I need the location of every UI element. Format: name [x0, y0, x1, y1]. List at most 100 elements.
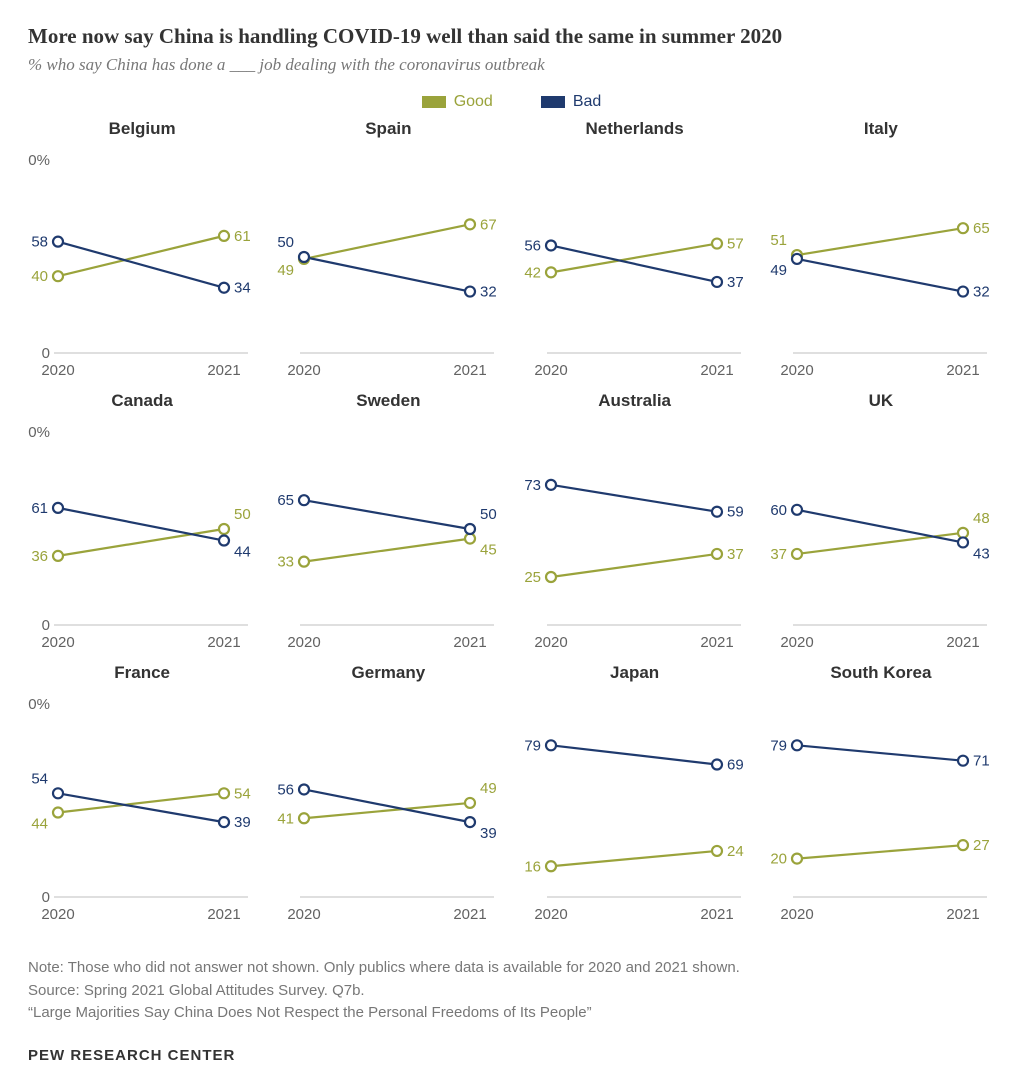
chart-panel: UK2020202137604843 — [767, 391, 995, 663]
data-label: 73 — [524, 477, 541, 494]
data-label: 20 — [770, 851, 787, 868]
data-label: 49 — [770, 262, 787, 279]
data-label: 2020 — [41, 634, 74, 651]
note-line: Note: Those who did not answer not shown… — [28, 957, 995, 980]
data-label: 2020 — [288, 362, 321, 379]
data-label: 49 — [480, 780, 497, 797]
data-label: 50 — [234, 506, 251, 523]
data-label: 100% — [28, 152, 50, 169]
data-label: 32 — [973, 284, 990, 301]
data-label: 69 — [727, 757, 744, 774]
data-label: 2020 — [288, 634, 321, 651]
data-label: 33 — [278, 554, 295, 571]
chart-panel: Canada0100%2020202136615044 — [28, 391, 256, 663]
data-label: 2021 — [454, 906, 487, 923]
chart-panel: Sweden2020202133654550 — [274, 391, 502, 663]
chart-panel: Australia2020202125733759 — [521, 391, 749, 663]
notes: Note: Those who did not answer not shown… — [28, 957, 995, 1025]
panel-title: Spain — [274, 119, 502, 139]
panel-title: UK — [767, 391, 995, 411]
data-label: 58 — [31, 234, 48, 251]
data-label: 39 — [234, 814, 251, 831]
panel-title: Australia — [521, 391, 749, 411]
footer: PEW RESEARCH CENTER — [28, 1047, 995, 1064]
data-label: 32 — [480, 284, 497, 301]
data-label: 49 — [278, 262, 295, 279]
data-label: 44 — [31, 816, 48, 833]
data-label: 2020 — [780, 362, 813, 379]
data-label: 2021 — [700, 906, 733, 923]
panel-title: Netherlands — [521, 119, 749, 139]
data-label: 2020 — [780, 906, 813, 923]
data-label: 0 — [42, 617, 50, 634]
data-label: 79 — [524, 737, 541, 754]
legend-label-bad: Bad — [573, 93, 601, 111]
panel-svg: 2020 2021 16 79 24 69 — [521, 685, 747, 935]
chart-panel: Japan 2020 2021 16 79 24 69 — [521, 663, 749, 935]
data-label: 36 — [31, 548, 48, 565]
data-label: 51 — [770, 232, 787, 249]
data-label: 54 — [234, 785, 251, 802]
data-label: 67 — [480, 216, 497, 233]
data-label: 2021 — [454, 362, 487, 379]
data-label: 2020 — [534, 906, 567, 923]
data-label: 2021 — [700, 362, 733, 379]
data-label: 24 — [727, 843, 744, 860]
data-label: 43 — [973, 545, 990, 562]
chart-panel: Germany2020202141564939 — [274, 663, 502, 935]
data-label: 40 — [31, 268, 48, 285]
data-label: 2020 — [41, 362, 74, 379]
panel-svg: 0100%2020202144545439 — [28, 685, 254, 935]
data-label: 2020 — [41, 906, 74, 923]
legend-label-good: Good — [454, 93, 493, 111]
data-label: 27 — [973, 837, 990, 854]
data-label: 2021 — [946, 634, 979, 651]
panel-title: Germany — [274, 663, 502, 683]
data-label: 45 — [480, 542, 497, 559]
data-label: 2020 — [534, 634, 567, 651]
data-label: 50 — [480, 506, 497, 523]
data-label: 61 — [31, 500, 48, 517]
chart-panel: Italy 2020 2021 51 49 65 32 — [767, 119, 995, 391]
legend-item-good: Good — [422, 93, 493, 111]
data-label: 60 — [770, 502, 787, 519]
panel-svg: 2020202149506732 — [274, 141, 500, 391]
panel-title: Italy — [767, 119, 995, 139]
data-label: 56 — [524, 237, 541, 254]
data-label: 25 — [524, 569, 541, 586]
data-label: 37 — [770, 546, 787, 563]
chart-panel: Belgium0100%2020202140586134 — [28, 119, 256, 391]
data-label: 2020 — [288, 906, 321, 923]
data-label: 57 — [727, 236, 744, 253]
panel-svg: 2020202125733759 — [521, 413, 747, 663]
data-label: 16 — [524, 858, 541, 875]
chart-panel: South Korea2020202120792771 — [767, 663, 995, 935]
data-label: 2021 — [207, 362, 240, 379]
panel-svg: 2020202137604843 — [767, 413, 993, 663]
note-line: Source: Spring 2021 Global Attitudes Sur… — [28, 980, 995, 1003]
panel-title: Sweden — [274, 391, 502, 411]
data-label: 34 — [234, 280, 251, 297]
data-label: 42 — [524, 264, 541, 281]
data-label: 2021 — [946, 362, 979, 379]
data-label: 0 — [42, 345, 50, 362]
data-label: 2021 — [207, 906, 240, 923]
data-label: 2021 — [207, 634, 240, 651]
data-label: 2021 — [454, 634, 487, 651]
panel-svg: 0100%2020202136615044 — [28, 413, 254, 663]
chart-panel: Netherlands2020202142565737 — [521, 119, 749, 391]
note-line: “Large Majorities Say China Does Not Res… — [28, 1002, 995, 1025]
data-label: 65 — [973, 220, 990, 237]
panel-svg: 0100%2020202140586134 — [28, 141, 254, 391]
panel-svg: 2020202120792771 — [767, 685, 993, 935]
data-label: 59 — [727, 504, 744, 521]
panel-title: Japan — [521, 663, 749, 683]
data-label: 100% — [28, 424, 50, 441]
panel-title: France — [28, 663, 256, 683]
chart-panel: Spain2020202149506732 — [274, 119, 502, 391]
data-label: 48 — [973, 510, 990, 527]
data-label: 0 — [42, 889, 50, 906]
legend-item-bad: Bad — [541, 93, 601, 111]
legend-swatch-good — [422, 96, 446, 108]
data-label: 41 — [278, 810, 295, 827]
